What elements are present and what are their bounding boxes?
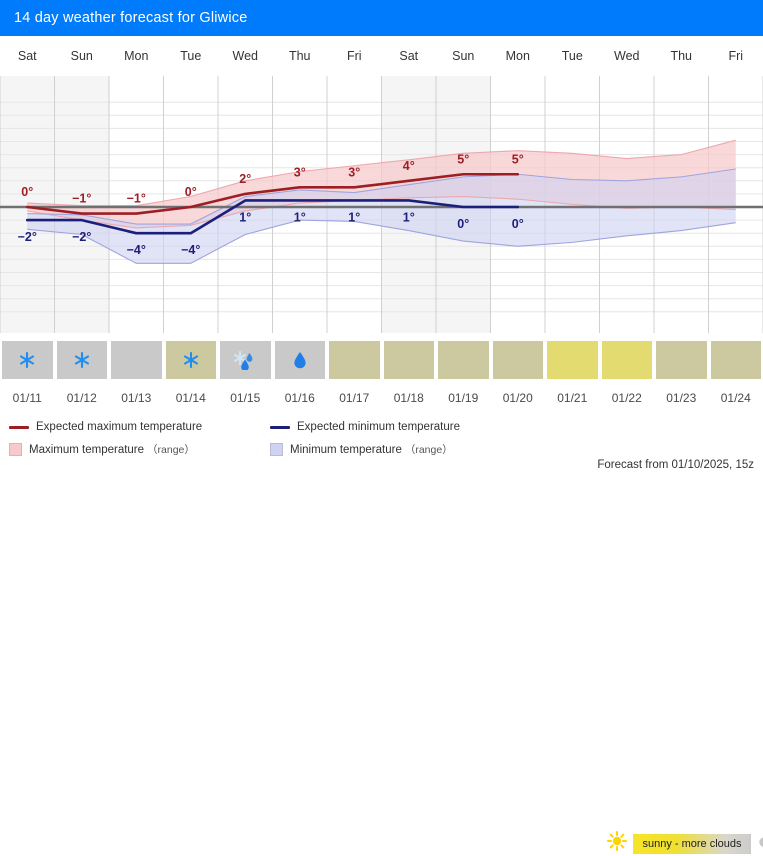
min-temperature-label: −2° <box>72 230 91 244</box>
max-temperature-label: 3° <box>294 165 306 179</box>
legend-min-line-label: Expected minimum temperature <box>297 421 460 433</box>
date-label: 01/19 <box>436 385 491 411</box>
max-temperature-label: −1° <box>72 192 91 206</box>
legend-min-range: Minimum temperature （range） <box>270 442 453 457</box>
max-temperature-label: 5° <box>512 152 524 166</box>
weekday-label: Fri <box>709 36 763 76</box>
max-temperature-label: 5° <box>457 152 469 166</box>
weather-icon-cell[interactable] <box>384 341 435 379</box>
weekday-label: Mon <box>491 36 546 76</box>
weekday-label: Sat <box>0 36 55 76</box>
min-temperature-label: 1° <box>294 210 306 224</box>
legend-min-line: Expected minimum temperature <box>270 421 460 433</box>
max-temperature-label: 0° <box>185 185 197 199</box>
date-label: 01/24 <box>709 385 763 411</box>
legend-min-range-sub: （range） <box>405 442 453 457</box>
weather-icon-cell[interactable] <box>275 341 326 379</box>
chart-legend: Expected maximum temperature Maximum tem… <box>0 413 763 476</box>
weather-icon-cell[interactable] <box>656 341 707 379</box>
date-label: 01/14 <box>164 385 219 411</box>
weekday-label: Sun <box>436 36 491 76</box>
sunshine-scale: sunny - more clouds <box>607 831 763 856</box>
legend-min-range-swatch <box>270 443 283 456</box>
weather-icon-cell[interactable] <box>602 341 653 379</box>
weather-icon-cell[interactable] <box>111 341 162 379</box>
weekday-label: Tue <box>164 36 219 76</box>
chart-svg: 0° −1° −1° 0° 2° 3° 3° 4° 5° 5° −2° −2° −4° −4° 1° 1° 1°… <box>0 76 763 333</box>
date-label: 01/20 <box>491 385 546 411</box>
min-temperature-label: 1° <box>239 210 251 224</box>
date-label: 01/21 <box>545 385 600 411</box>
min-temperature-label: −4° <box>181 243 200 257</box>
date-label: 01/18 <box>382 385 437 411</box>
min-temperature-label: 1° <box>403 210 415 224</box>
weather-icon-cell[interactable] <box>438 341 489 379</box>
snow-icon <box>182 351 200 369</box>
forecast-chart: 0° −1° −1° 0° 2° 3° 3° 4° 5° 5° −2° −2° −4° −4° 1° 1° 1°… <box>0 76 763 333</box>
app-header: 14 day weather forecast for Gliwice <box>0 0 763 36</box>
date-label: 01/15 <box>218 385 273 411</box>
weekday-label: Thu <box>654 36 709 76</box>
snow-icon <box>73 351 91 369</box>
weather-icon-cell[interactable] <box>711 341 762 379</box>
max-temperature-label: 3° <box>348 165 360 179</box>
weather-icon-row <box>0 333 763 385</box>
weather-icon-cell[interactable] <box>329 341 380 379</box>
weather-icon-cell[interactable] <box>493 341 544 379</box>
weather-icon-cell[interactable] <box>547 341 598 379</box>
weather-icon-cell[interactable] <box>220 341 271 379</box>
max-temperature-label: 4° <box>403 159 415 173</box>
legend-max-line-swatch <box>9 426 29 429</box>
min-temperature-label: 0° <box>457 217 469 231</box>
date-label: 01/11 <box>0 385 55 411</box>
legend-min-line-swatch <box>270 426 290 429</box>
date-label: 01/17 <box>327 385 382 411</box>
weather-icon-cell[interactable] <box>166 341 217 379</box>
sunny-scale-label: sunny - more clouds <box>642 838 741 850</box>
legend-max-range: Maximum temperature （range） <box>9 442 195 457</box>
date-label: 01/13 <box>109 385 164 411</box>
weekday-label: Thu <box>273 36 328 76</box>
weekday-label: Wed <box>600 36 655 76</box>
weekday-label: Sat <box>382 36 437 76</box>
min-temperature-label: 0° <box>512 217 524 231</box>
weekday-label: Mon <box>109 36 164 76</box>
legend-min-range-label: Minimum temperature <box>290 444 402 456</box>
date-label: 01/22 <box>600 385 655 411</box>
sun-icon <box>607 831 627 856</box>
weekday-label: Wed <box>218 36 273 76</box>
legend-max-range-label: Maximum temperature <box>29 444 144 456</box>
min-temperature-label: −4° <box>127 243 146 257</box>
weather-icon-cell[interactable] <box>57 341 108 379</box>
weather-icon-cell[interactable] <box>2 341 53 379</box>
sunny-scale-bar: sunny - more clouds <box>633 834 751 854</box>
weekday-label: Sun <box>55 36 110 76</box>
date-label: 01/23 <box>654 385 709 411</box>
cloud-icon <box>757 832 763 855</box>
rain-icon <box>291 350 309 370</box>
forecast-timestamp: Forecast from 01/10/2025, 15z <box>597 459 754 471</box>
min-temperature-label: −2° <box>18 230 37 244</box>
legend-max-line: Expected maximum temperature <box>9 421 202 433</box>
max-temperature-label: 2° <box>239 172 251 186</box>
date-label: 01/16 <box>273 385 328 411</box>
max-temperature-label: 0° <box>21 185 33 199</box>
snow-icon <box>18 351 36 369</box>
legend-max-range-swatch <box>9 443 22 456</box>
date-label: 01/12 <box>55 385 110 411</box>
sleet-icon <box>232 350 258 370</box>
weekday-label: Fri <box>327 36 382 76</box>
min-temperature-label: 1° <box>348 210 360 224</box>
legend-max-range-sub: （range） <box>147 442 195 457</box>
legend-max-line-label: Expected maximum temperature <box>36 421 202 433</box>
max-temperature-label: −1° <box>127 192 146 206</box>
page-title: 14 day weather forecast for Gliwice <box>14 10 247 26</box>
weekday-label: Tue <box>545 36 600 76</box>
